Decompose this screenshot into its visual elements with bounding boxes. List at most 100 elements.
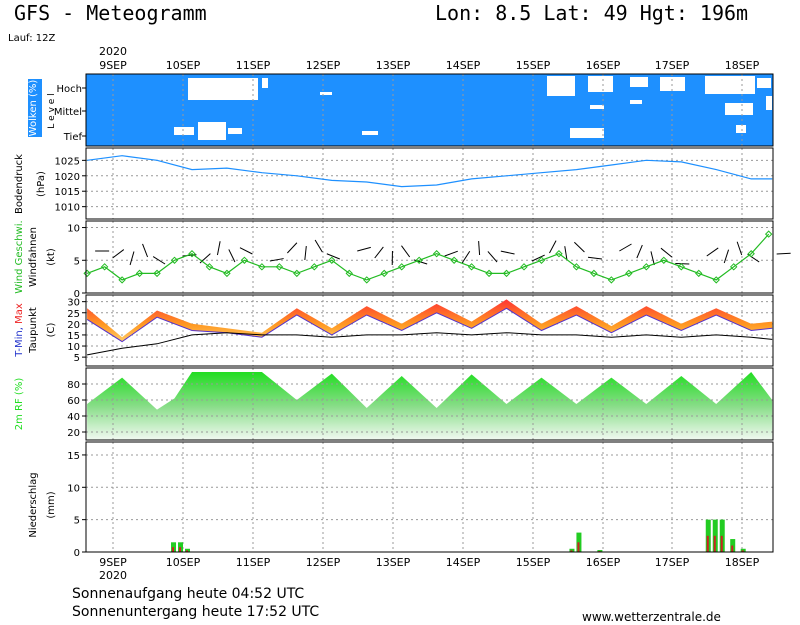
- precip-bar-red: [741, 550, 744, 552]
- cloud-patch: [262, 78, 268, 88]
- sunrise-text: Sonnenaufgang heute 04:52 UTC: [72, 586, 305, 602]
- date-label-top: 11SEP: [236, 59, 271, 72]
- date-label-top: 13SEP: [376, 59, 411, 72]
- wind-barb: [619, 243, 632, 252]
- wind-barb: [444, 250, 458, 257]
- wind-speed-marker: [537, 256, 546, 264]
- date-label-top: 9SEP: [99, 59, 127, 72]
- wind-barb: [401, 245, 411, 258]
- pressure-tick-label: 1025: [55, 156, 80, 167]
- wind-speed-marker: [502, 269, 511, 278]
- tmin-label: T-Min,: [14, 327, 25, 358]
- wind-barb: [304, 246, 307, 261]
- precip-bar-red: [172, 547, 175, 552]
- wind-barb: [461, 250, 471, 264]
- rh-tick-label: 80: [67, 380, 80, 391]
- date-label-bottom: 16SEP: [586, 556, 621, 569]
- precip-bar-red: [713, 535, 716, 552]
- site-url[interactable]: www.wetterzentrale.de: [582, 610, 721, 624]
- wind-speed-marker: [135, 269, 144, 278]
- wind-tick-label: 0: [74, 289, 80, 300]
- wind-barb: [574, 241, 585, 253]
- wind-barb: [706, 247, 719, 257]
- wind-barb: [776, 252, 791, 255]
- cloud-patch: [570, 128, 604, 138]
- wind-speed-marker: [432, 250, 441, 258]
- date-label-bottom: 14SEP: [446, 556, 481, 569]
- precip-bar: [719, 519, 725, 552]
- panel-frame: [85, 147, 774, 220]
- pressure-tick-label: 1020: [55, 172, 80, 183]
- wind-speed-marker: [258, 263, 266, 271]
- wind-barb: [112, 249, 125, 259]
- wind-barb: [286, 242, 298, 254]
- precip-axis-label: Niederschlag: [28, 472, 39, 537]
- cloud-name-label: Wolken (%): [28, 80, 39, 137]
- meteogram-chart: 9SEP 9SEP 10SEP 10SEP 11SEP 11SEP 12SEP 12SEP 13…: [14, 45, 791, 580]
- year-label-top: 2020: [99, 45, 127, 58]
- rh-tick-label: 20: [67, 428, 80, 439]
- wind-speed-marker: [310, 263, 319, 271]
- rh-tick-label: 60: [67, 396, 80, 407]
- cloud-level-axis-label: L e v e l: [47, 93, 57, 128]
- tmin-line: [86, 307, 773, 343]
- wind-speed-marker: [275, 263, 284, 271]
- wind-speed-marker: [293, 269, 301, 278]
- cloud-patch: [188, 78, 258, 100]
- pressure-line: [87, 155, 773, 188]
- wind-speed-marker: [328, 256, 336, 264]
- date-label-top: 17SEP: [655, 59, 690, 72]
- wind-speed-marker: [450, 256, 458, 264]
- wind-tick-label: 10: [67, 224, 80, 235]
- wind-barb: [736, 241, 743, 256]
- wind-speed-marker: [590, 269, 598, 278]
- wind-speed-marker: [555, 250, 563, 258]
- panel-frame: [85, 73, 774, 147]
- rh-axis-label: 2m RF (%): [14, 378, 25, 431]
- temp-tick-label: 20: [67, 320, 80, 331]
- wind-barb: [660, 247, 673, 258]
- wind-speed-marker: [467, 263, 476, 271]
- model-run: Lauf: 12Z: [8, 33, 56, 44]
- dewpoint-line: [87, 332, 773, 356]
- date-label-top: 16SEP: [586, 59, 621, 72]
- location-info: Lon: 8.5 Lat: 49 Hgt: 196m: [435, 1, 749, 25]
- wind-barb: [142, 243, 149, 258]
- wind-tick-label: 5: [74, 256, 80, 267]
- wind-speed-marker: [240, 256, 249, 264]
- precip-unit-label: (mm): [46, 491, 57, 518]
- precip-bar-red: [185, 550, 188, 552]
- precip-bar: [705, 519, 711, 552]
- cloud-patch: [725, 103, 753, 115]
- wind-speed-marker: [485, 269, 493, 278]
- cloud-level-label: Hoch: [57, 84, 82, 95]
- wind-unit-label: (kt): [46, 248, 57, 266]
- wind-barb: [269, 258, 284, 262]
- wind-barb: [564, 246, 568, 261]
- wind-barb: [723, 249, 730, 264]
- cloud-label-bg: [28, 79, 42, 137]
- wind-speed-marker: [223, 269, 231, 278]
- wind-barb: [357, 246, 371, 252]
- precip-bar-red: [577, 542, 580, 552]
- date-label-bottom: 15SEP: [516, 556, 551, 569]
- temp-tick-label: 30: [67, 298, 80, 309]
- pressure-tick-label: 1010: [55, 203, 80, 214]
- wind-barb: [216, 241, 221, 256]
- sunset-text: Sonnenuntergang heute 17:52 UTC: [72, 604, 320, 620]
- wind-speed-label: Wind Geschwi.: [14, 220, 25, 293]
- pressure-tick-label: 1015: [55, 187, 80, 198]
- wind-speed-marker: [764, 230, 773, 238]
- wind-speed-line: [86, 233, 770, 281]
- wind-speed-marker: [415, 256, 423, 264]
- cloud-level-label: Tief: [63, 132, 83, 143]
- wind-barb: [478, 240, 481, 256]
- wind-speed-marker: [153, 269, 161, 278]
- wind-barb: [587, 256, 602, 260]
- wind-speed-marker: [205, 263, 214, 271]
- wind-barb: [650, 251, 655, 266]
- cloud-patch: [547, 76, 575, 96]
- wind-barb: [239, 247, 253, 255]
- date-label-bottom: 17SEP: [655, 556, 690, 569]
- wind-barb: [374, 246, 384, 259]
